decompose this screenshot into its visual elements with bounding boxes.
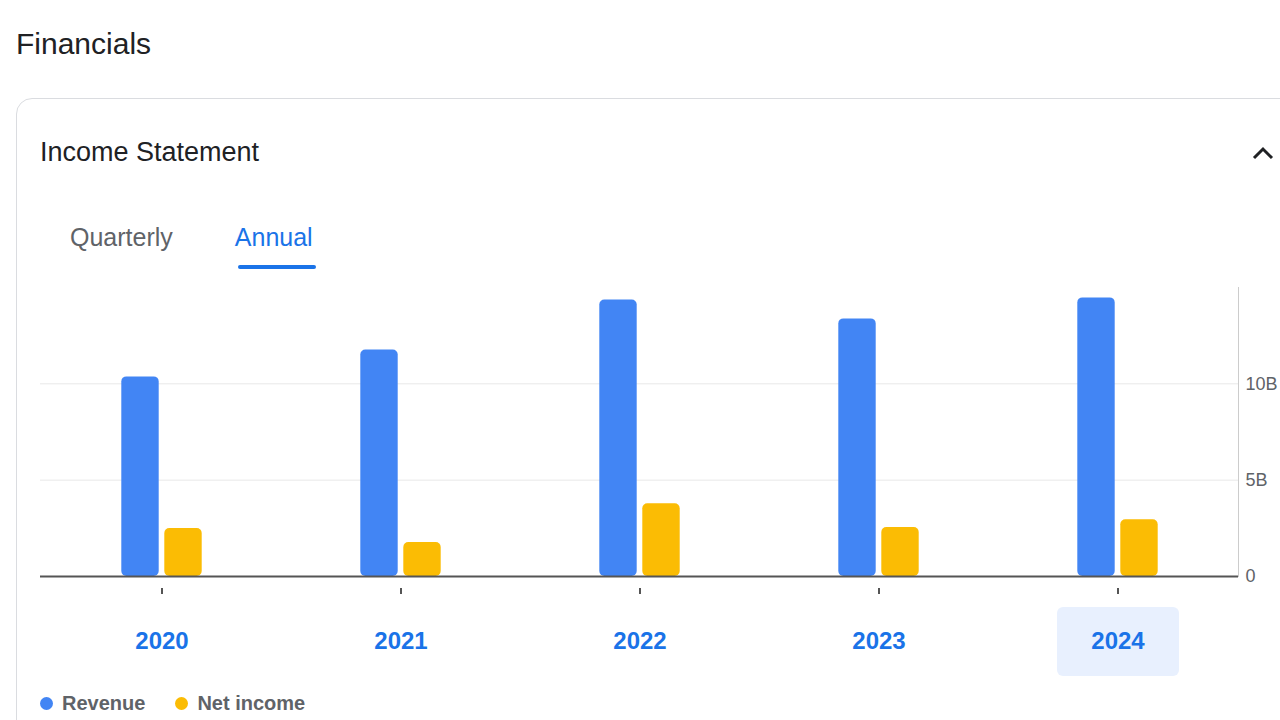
svg-text:2021: 2021 — [374, 627, 427, 654]
html-text:Quarterly: Quarterly — [70, 223, 173, 251]
svg-text:2020: 2020 — [135, 627, 188, 654]
html-text:Revenue: Revenue — [62, 692, 146, 714]
svg-text:2023: 2023 — [852, 627, 905, 654]
svg-text:2024: 2024 — [1091, 627, 1145, 654]
svg-text:2022: 2022 — [613, 627, 666, 654]
svg-text:10B: 10B — [1246, 374, 1278, 394]
svg-text:5B: 5B — [1246, 470, 1268, 490]
html-text:Net income: Net income — [197, 692, 306, 714]
svg-text:0: 0 — [1246, 566, 1256, 586]
html-text:Financials: Financials — [16, 27, 152, 60]
html-text:Annual: Annual — [234, 223, 313, 251]
html-text:Income Statement: Income Statement — [40, 137, 260, 167]
